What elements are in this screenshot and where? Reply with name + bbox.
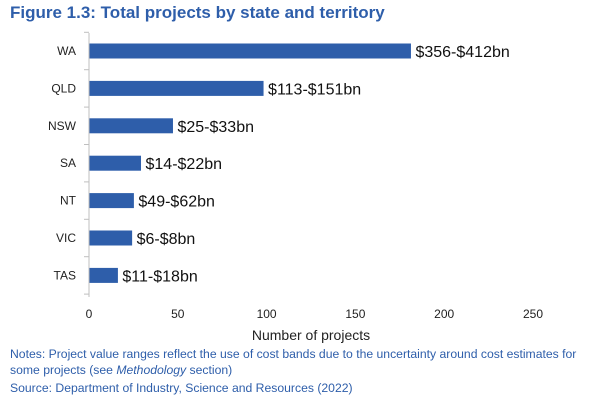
x-tick-label-200: 200 — [434, 307, 454, 321]
figure-source: Source: Department of Industry, Science … — [10, 381, 353, 395]
bar-tas — [89, 267, 118, 283]
x-tick-label-0: 0 — [86, 307, 93, 321]
bar-sa — [89, 155, 142, 171]
x-tick-label-50: 50 — [171, 307, 185, 321]
notes-text-start: Notes: Project value ranges reflect the … — [10, 347, 577, 377]
bar-wa — [89, 43, 411, 59]
x-axis-title: Number of projects — [252, 327, 370, 343]
bar-qld — [89, 80, 264, 96]
notes-text-end: section) — [186, 363, 233, 377]
category-label-tas: TAS — [54, 268, 76, 282]
data-label-nt: $49-$62bn — [138, 194, 215, 211]
category-label-qld: QLD — [51, 81, 76, 95]
bar-chart: WA $356-$412bn QLD $113-$151bn NSW $25-$33bn S… — [48, 31, 543, 343]
category-label-sa: SA — [60, 156, 76, 170]
data-label-wa: $356-$412bn — [415, 44, 509, 61]
figure-title: Figure 1.3: Total projects by state and … — [10, 3, 385, 22]
data-label-vic: $6-$8bn — [137, 231, 196, 248]
category-label-nsw: NSW — [48, 119, 77, 133]
data-label-sa: $14-$22bn — [146, 156, 223, 173]
figure-notes: Notes: Project value ranges reflect the … — [10, 346, 595, 378]
bar-vic — [89, 230, 133, 246]
x-tick-label-150: 150 — [345, 307, 365, 321]
category-label-wa: WA — [57, 44, 76, 58]
data-label-tas: $11-$18bn — [122, 268, 197, 285]
category-label-nt: NT — [60, 194, 77, 208]
data-label-qld: $113-$151bn — [268, 81, 361, 98]
category-label-vic: VIC — [56, 231, 76, 245]
bar-nt — [89, 193, 134, 209]
x-tick-label-250: 250 — [523, 307, 543, 321]
x-tick-label-100: 100 — [257, 307, 277, 321]
data-label-nsw: $25-$33bn — [177, 119, 254, 136]
bar-nsw — [89, 118, 173, 134]
notes-methodology-emphasis: Methodology — [116, 363, 187, 377]
